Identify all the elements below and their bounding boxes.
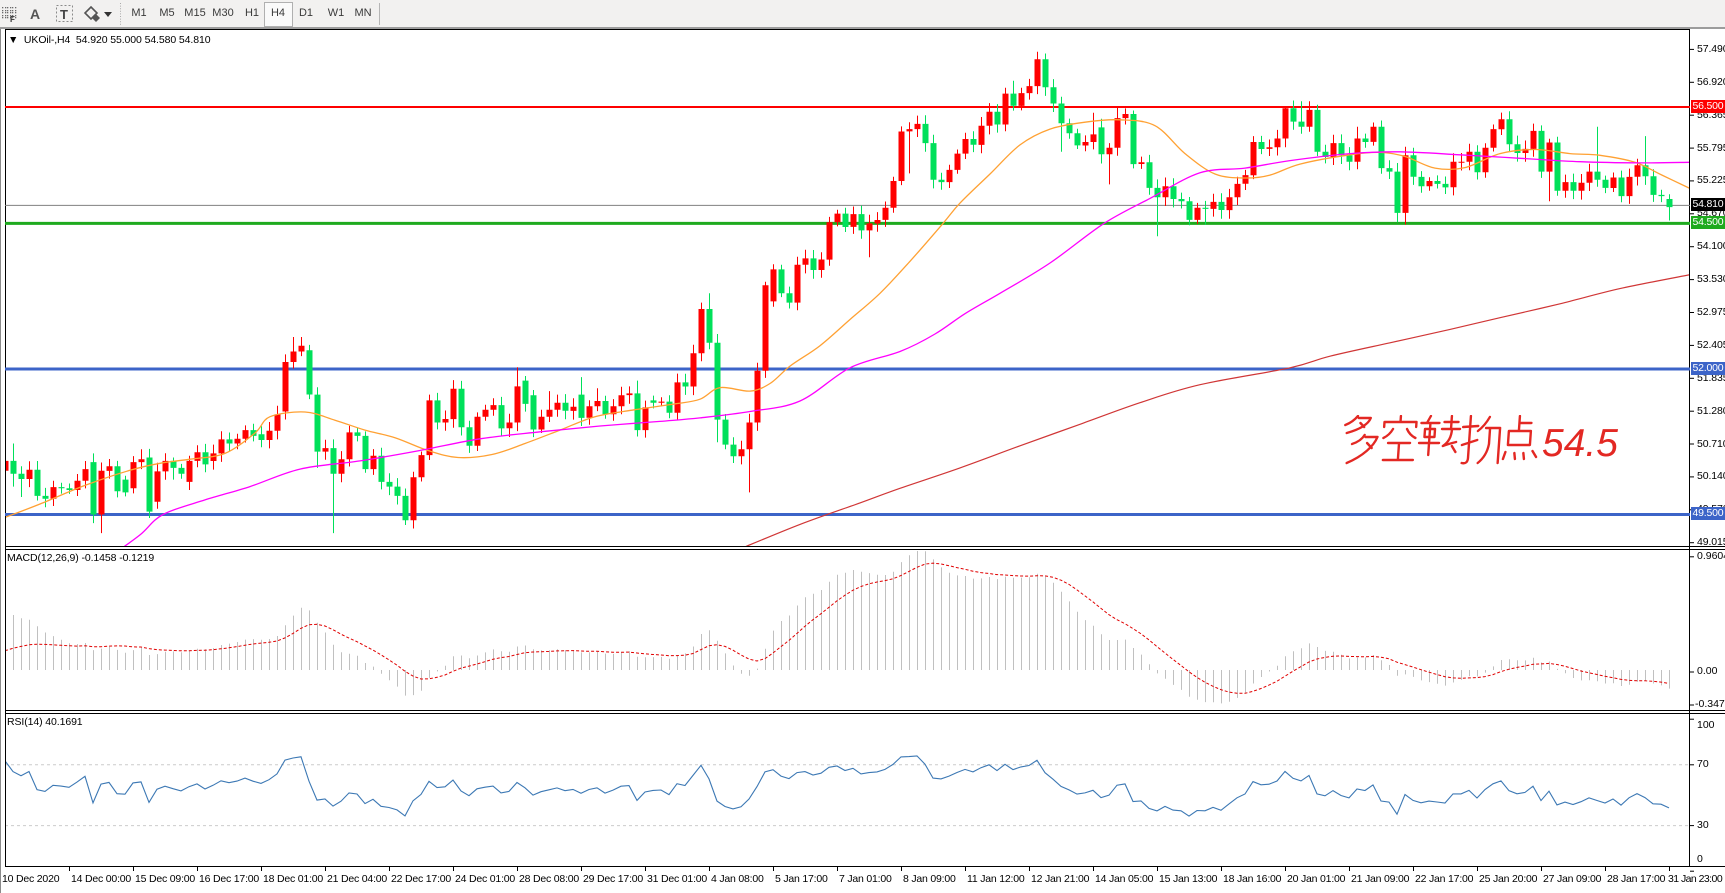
svg-text:A: A — [30, 6, 40, 22]
svg-text:F: F — [10, 15, 15, 24]
svg-text:T: T — [60, 7, 68, 22]
svg-text:54.5: 54.5 — [1542, 422, 1618, 465]
